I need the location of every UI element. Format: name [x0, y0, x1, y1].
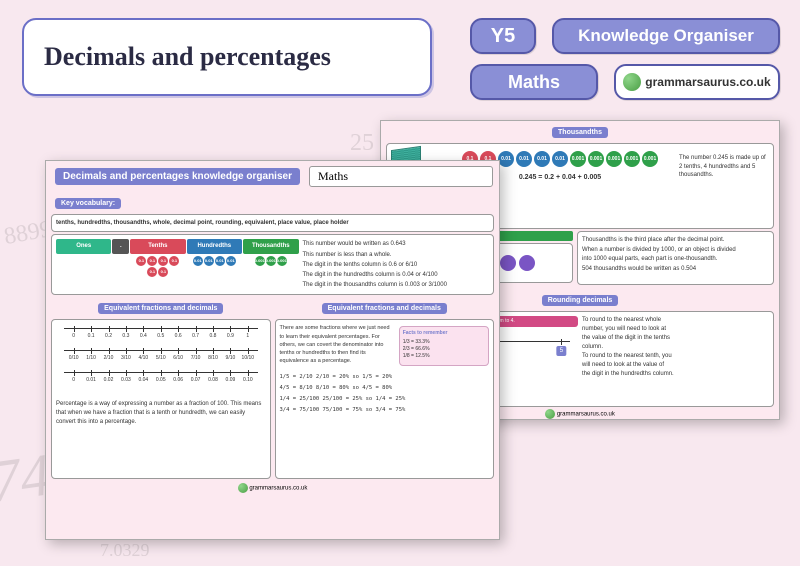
- counter: [500, 255, 516, 271]
- bg-doodle: 7.0329: [100, 540, 150, 561]
- rounding-text: To round to the nearest whole: [582, 316, 769, 325]
- tenths-counter: 0.1: [147, 256, 157, 266]
- brand-text: grammarsaurus.co.uk: [645, 75, 770, 89]
- hundredth-counter: 0.01: [534, 151, 550, 167]
- tenths-counter: 0.1: [136, 256, 146, 266]
- thousandths-text: 504 thousandths would be written as 0.50…: [582, 265, 769, 275]
- conversion-row: 3/4 = 75/100 75/100 = 75% so 3/4 = 75%: [280, 405, 490, 416]
- hundredth-counter: 0.01: [498, 151, 514, 167]
- pv-note: The digit in the tenths column is 0.6 or…: [302, 260, 489, 270]
- numberline-hundredths: 00.010.020.030.040.050.060.070.080.090.1…: [64, 372, 258, 390]
- rounding-text: the value of the digit in the tenths: [582, 334, 769, 343]
- tenths-counter: 0.1: [158, 267, 168, 277]
- front-title-bar: Decimals and percentages knowledge organ…: [55, 168, 300, 185]
- pv-note: The digit in the hundredths column is 0.…: [302, 270, 489, 280]
- thousandths-counter: 0.001: [266, 256, 276, 266]
- rounding-text: the digit in the hundredths column.: [582, 370, 769, 379]
- hundredth-counter: 0.01: [552, 151, 568, 167]
- percentage-explanation: Percentage is a way of expressing a numb…: [56, 400, 266, 427]
- thousandths-counter: 0.001: [255, 256, 265, 266]
- rounding-text: will need to look at the value of: [582, 361, 769, 370]
- thousandth-counter: 0.001: [606, 151, 622, 167]
- thousandth-counter: 0.001: [624, 151, 640, 167]
- knowledge-organiser-badge: Knowledge Organiser: [552, 18, 780, 54]
- thousandths-counter: 0.001: [277, 256, 287, 266]
- numberline-fractions: 0/101/102/103/104/105/106/107/108/109/10…: [64, 350, 258, 368]
- thousandths-text: Thousandths is the third place after the…: [582, 236, 769, 246]
- place-value-table: Ones . Tenths0.10.10.10.10.10.1 Hundredt…: [56, 239, 298, 278]
- thousandths-text: When a number is divided by 1000, or an …: [582, 246, 769, 256]
- subject-badge: Maths: [470, 64, 598, 100]
- counter: [519, 255, 535, 271]
- rounding-text: number, you will need to look at: [582, 325, 769, 334]
- pv-note: This number is less than a whole.: [302, 250, 489, 260]
- key-vocab-text: tenths, hundredths, thousandths, whole, …: [51, 214, 494, 232]
- year-badge: Y5: [470, 18, 536, 54]
- tenths-counter: 0.1: [169, 256, 179, 266]
- page-title: Decimals and percentages: [44, 42, 331, 72]
- brand-badge: grammarsaurus.co.uk: [614, 64, 780, 100]
- equiv-header-2: Equivalent fractions and decimals: [322, 303, 447, 314]
- section-header-thousandths: Thousandths: [552, 127, 608, 138]
- page-footer: grammarsaurus.co.uk: [46, 483, 499, 493]
- brand-logo-icon: [238, 483, 248, 493]
- conversion-row: 1/5 = 2/10 2/10 = 20% so 1/5 = 20%: [280, 372, 490, 383]
- facts-box: Facts to remember 1/3 = 33.3% 2/3 = 66.6…: [399, 326, 489, 365]
- rounding-text: To round to the nearest tenth, you: [582, 352, 769, 361]
- thousandth-counter: 0.001: [642, 151, 658, 167]
- thousandth-counter: 0.001: [570, 151, 586, 167]
- counter-note: The number 0.245 is made up of 2 tenths,…: [679, 154, 769, 179]
- key-vocab-header: Key vocabulary:: [55, 198, 121, 209]
- hundredths-counter: 0.01: [204, 256, 214, 266]
- worksheet-page-front: Decimals and percentages knowledge organ…: [45, 160, 500, 540]
- hundredth-counter: 0.01: [516, 151, 532, 167]
- thousandths-text: into 1000 equal parts, each part is one-…: [582, 255, 769, 265]
- bg-doodle: 25: [350, 130, 374, 157]
- conversion-row: 4/5 = 8/10 8/10 = 80% so 4/5 = 80%: [280, 383, 490, 394]
- brand-logo-icon: [623, 73, 641, 91]
- subject-label: Maths: [309, 166, 493, 187]
- equiv-intro: There are some fractions where we just n…: [280, 324, 395, 365]
- tenths-counter: 0.1: [158, 256, 168, 266]
- hundredths-counter: 0.01: [193, 256, 203, 266]
- pv-note: The digit in the thousandths column is 0…: [302, 280, 489, 290]
- tenths-counter: 0.1: [147, 267, 157, 277]
- equiv-header: Equivalent fractions and decimals: [98, 303, 223, 314]
- section-header-rounding: Rounding decimals: [542, 295, 619, 306]
- title-card: Decimals and percentages: [22, 18, 432, 96]
- thousandth-counter: 0.001: [588, 151, 604, 167]
- hundredths-counter: 0.01: [226, 256, 236, 266]
- hundredths-counter: 0.01: [215, 256, 225, 266]
- conversion-row: 1/4 = 25/100 25/100 = 25% so 1/4 = 25%: [280, 394, 490, 405]
- numberline-decimals: 00.10.20.30.40.50.60.70.80.91: [64, 328, 258, 346]
- rounding-text: column.: [582, 343, 769, 352]
- brand-logo-icon: [545, 409, 555, 419]
- pv-note: This number would be written as 0.643: [302, 239, 489, 249]
